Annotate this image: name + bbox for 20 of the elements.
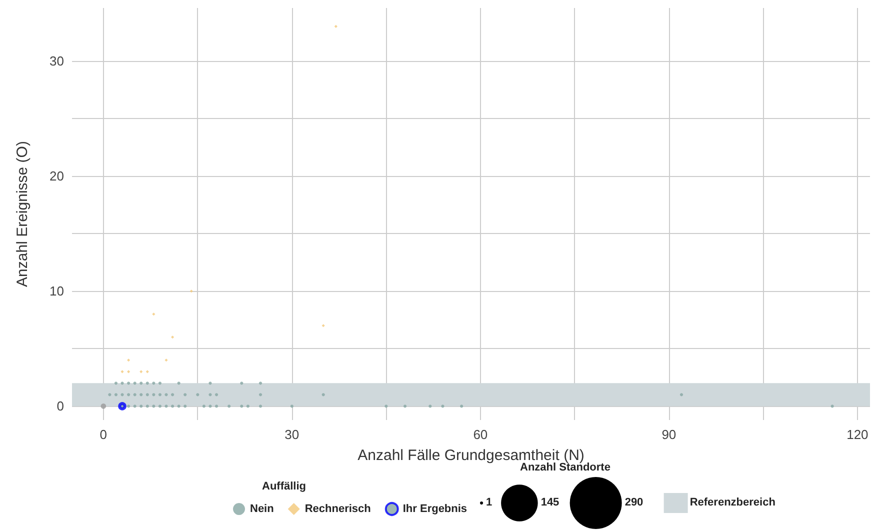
- x-tick-label: 30: [284, 427, 300, 442]
- text: Anzahl Standorte: [520, 462, 610, 474]
- legend-label: 145: [540, 496, 560, 508]
- x-tick-label: 120: [846, 427, 868, 442]
- x-axis-title: Anzahl Fälle Grundgesamtheit (N): [358, 447, 584, 464]
- y-tick-label: 0: [56, 398, 64, 414]
- legend-label: Referenzbereich: [690, 496, 776, 508]
- x-tick-label: 0: [100, 427, 108, 442]
- y-tick-label: 20: [50, 168, 64, 184]
- legend-label: Rechnerisch: [304, 503, 372, 515]
- y-axis-title: Anzahl Ereignisse (O): [14, 141, 31, 287]
- legend-label: 290: [624, 496, 644, 508]
- legend-label: Ihr Ergebnis: [402, 503, 468, 515]
- x-tick-label: 90: [662, 427, 676, 442]
- y-tick-label: 10: [50, 284, 64, 299]
- legend-label: 1: [486, 496, 492, 508]
- y-tick-label: 30: [50, 53, 64, 68]
- legend-title: Auffällig: [262, 480, 306, 492]
- legend-label: Nein: [250, 503, 274, 515]
- x-tick-label: 60: [473, 427, 488, 442]
